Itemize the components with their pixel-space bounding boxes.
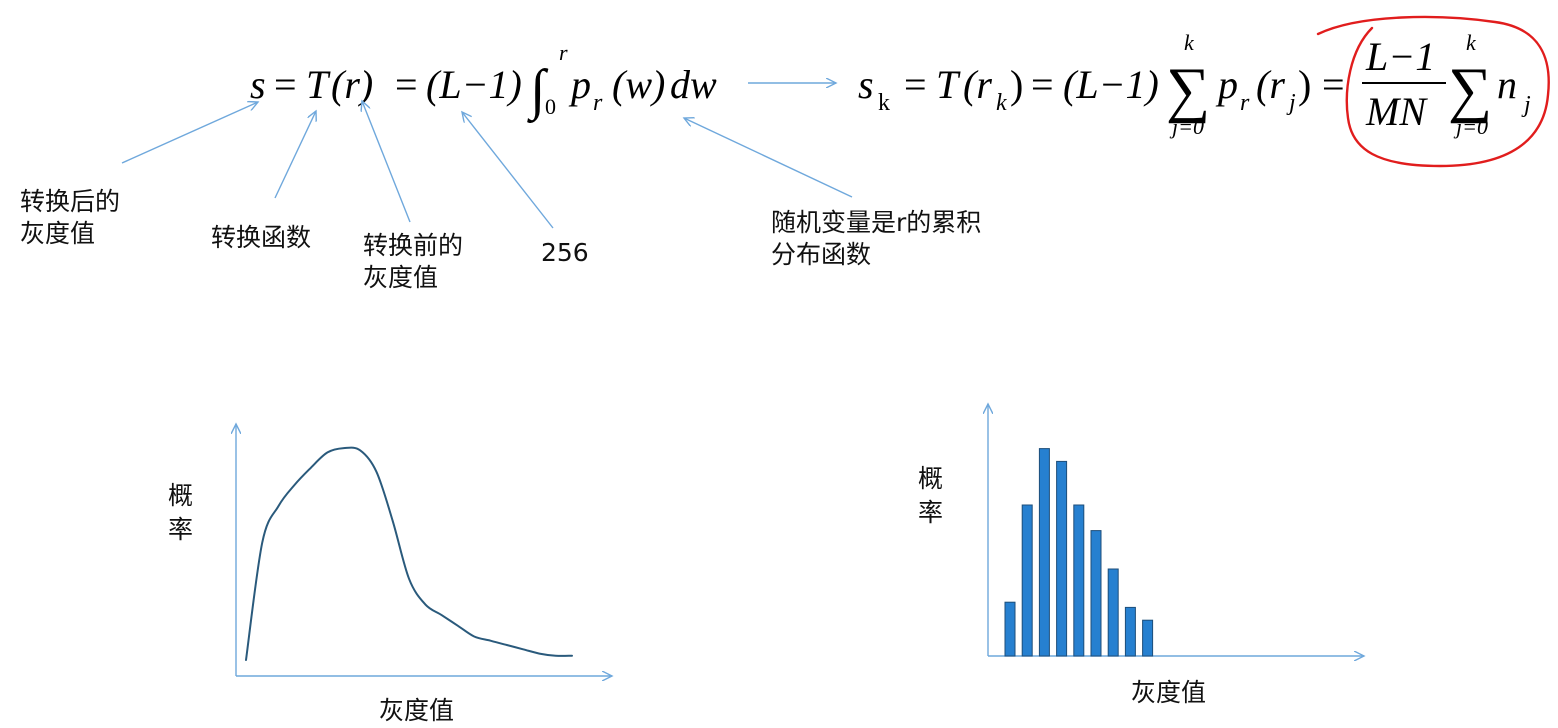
formula-w-arg: (w) xyxy=(612,62,665,107)
label-after-gray-line1: 转换后的 xyxy=(20,187,121,216)
discrete-eq2: = xyxy=(1031,62,1054,107)
histogram-bar xyxy=(1107,568,1119,657)
integral-lower-limit: 0 xyxy=(545,94,556,119)
discrete-p: p xyxy=(1215,62,1238,107)
left-chart-axes xyxy=(236,424,612,676)
discrete-rj-close: ) xyxy=(1298,62,1311,107)
discrete-rj-sub: j xyxy=(1286,90,1296,116)
discrete-r-sub: k xyxy=(996,90,1007,116)
right-ylabel-char1: 概 xyxy=(918,464,944,493)
distribution-curve xyxy=(245,446,573,661)
label-cdf: 随机变量是r的累积 分布函数 xyxy=(771,207,981,271)
sum-upper: k xyxy=(1184,30,1195,55)
formula-dw: dw xyxy=(670,62,717,107)
left-ylabel-char2: 率 xyxy=(168,515,194,544)
fraction-numerator: L−1 xyxy=(1365,34,1435,79)
arrow-after-gray xyxy=(121,102,258,164)
formula-p-sub: r xyxy=(593,90,603,116)
discrete-r-open: (r xyxy=(963,62,992,107)
arrow-levels xyxy=(462,112,554,229)
histogram-bar xyxy=(1124,606,1136,657)
right-ylabel-char2: 率 xyxy=(918,498,944,527)
discrete-eq3: = xyxy=(1322,62,1345,107)
formula-L-minus-1: (L−1) xyxy=(426,62,522,107)
formula-eq2: = xyxy=(395,62,418,107)
histogram-bar xyxy=(1021,504,1033,657)
right-xlabel: 灰度值 xyxy=(1131,678,1207,707)
label-levels: 256 xyxy=(541,237,589,269)
label-cdf-line2: 分布函数 xyxy=(771,240,872,269)
right-chart-axes xyxy=(988,404,1364,656)
histogram-bar xyxy=(1038,448,1050,657)
fraction-denominator: MN xyxy=(1365,89,1428,134)
label-before-gray: 转换前的 灰度值 xyxy=(363,230,463,294)
left-ylabel: 概 率 xyxy=(168,479,193,547)
discrete-r-close: ) xyxy=(1010,62,1023,107)
discrete-n: n xyxy=(1497,62,1517,107)
histogram-bars xyxy=(1004,448,1154,657)
integral-sign: ∫ xyxy=(527,59,549,124)
integral-upper-limit: r xyxy=(559,40,568,65)
label-after-gray: 转换后的 灰度值 xyxy=(20,186,120,250)
continuous-formula: s = T (r) = (L−1) ∫ r 0 p r (w) dw xyxy=(250,40,717,124)
discrete-L-minus-1: (L−1) xyxy=(1063,62,1159,107)
histogram-bar xyxy=(1056,460,1068,657)
discrete-p-sub: r xyxy=(1240,90,1250,116)
label-before-gray-line1: 转换前的 xyxy=(363,231,464,260)
label-levels-value: 256 xyxy=(541,238,589,267)
formula-p: p xyxy=(568,62,591,107)
sum2-upper: k xyxy=(1466,30,1477,55)
sum2-sign: ∑ xyxy=(1448,56,1492,124)
formula-T: T xyxy=(306,62,331,107)
discrete-rj-open: (r xyxy=(1256,62,1285,107)
left-ylabel-char1: 概 xyxy=(168,481,194,510)
label-after-gray-line2: 灰度值 xyxy=(20,219,96,248)
left-xlabel: 灰度值 xyxy=(379,696,455,725)
discrete-s: s xyxy=(858,62,874,107)
label-before-gray-line2: 灰度值 xyxy=(363,263,439,292)
arrow-cdf xyxy=(684,118,853,198)
right-ylabel: 概 率 xyxy=(918,462,943,530)
discrete-formula: s k = T (r k ) = (L−1) ∑ k j=0 p r (r j … xyxy=(858,30,1531,139)
sum2-lower: j=0 xyxy=(1453,114,1488,139)
formula-eq1: = xyxy=(274,62,297,107)
label-transform-fn-line1: 转换函数 xyxy=(211,223,312,252)
sum-sign: ∑ xyxy=(1166,56,1210,124)
highlight-circle xyxy=(1316,15,1550,168)
discrete-s-sub: k xyxy=(878,90,890,116)
histogram-bar xyxy=(1004,601,1016,657)
histogram-bar xyxy=(1142,619,1154,657)
arrow-transform-fn xyxy=(274,111,316,199)
histogram-bar xyxy=(1090,530,1102,657)
discrete-eq1: = xyxy=(904,62,927,107)
arrow-before-gray xyxy=(362,101,411,223)
label-cdf-line1: 随机变量是r的累积 xyxy=(771,208,982,237)
annotation-arrows xyxy=(121,101,853,229)
discrete-T: T xyxy=(936,62,961,107)
sum-lower: j=0 xyxy=(1169,114,1204,139)
histogram-bar xyxy=(1073,504,1085,657)
discrete-n-sub: j xyxy=(1521,92,1531,118)
formula-s: s xyxy=(250,62,266,107)
label-transform-fn: 转换函数 xyxy=(211,222,311,254)
formula-r-arg: (r) xyxy=(331,62,373,107)
